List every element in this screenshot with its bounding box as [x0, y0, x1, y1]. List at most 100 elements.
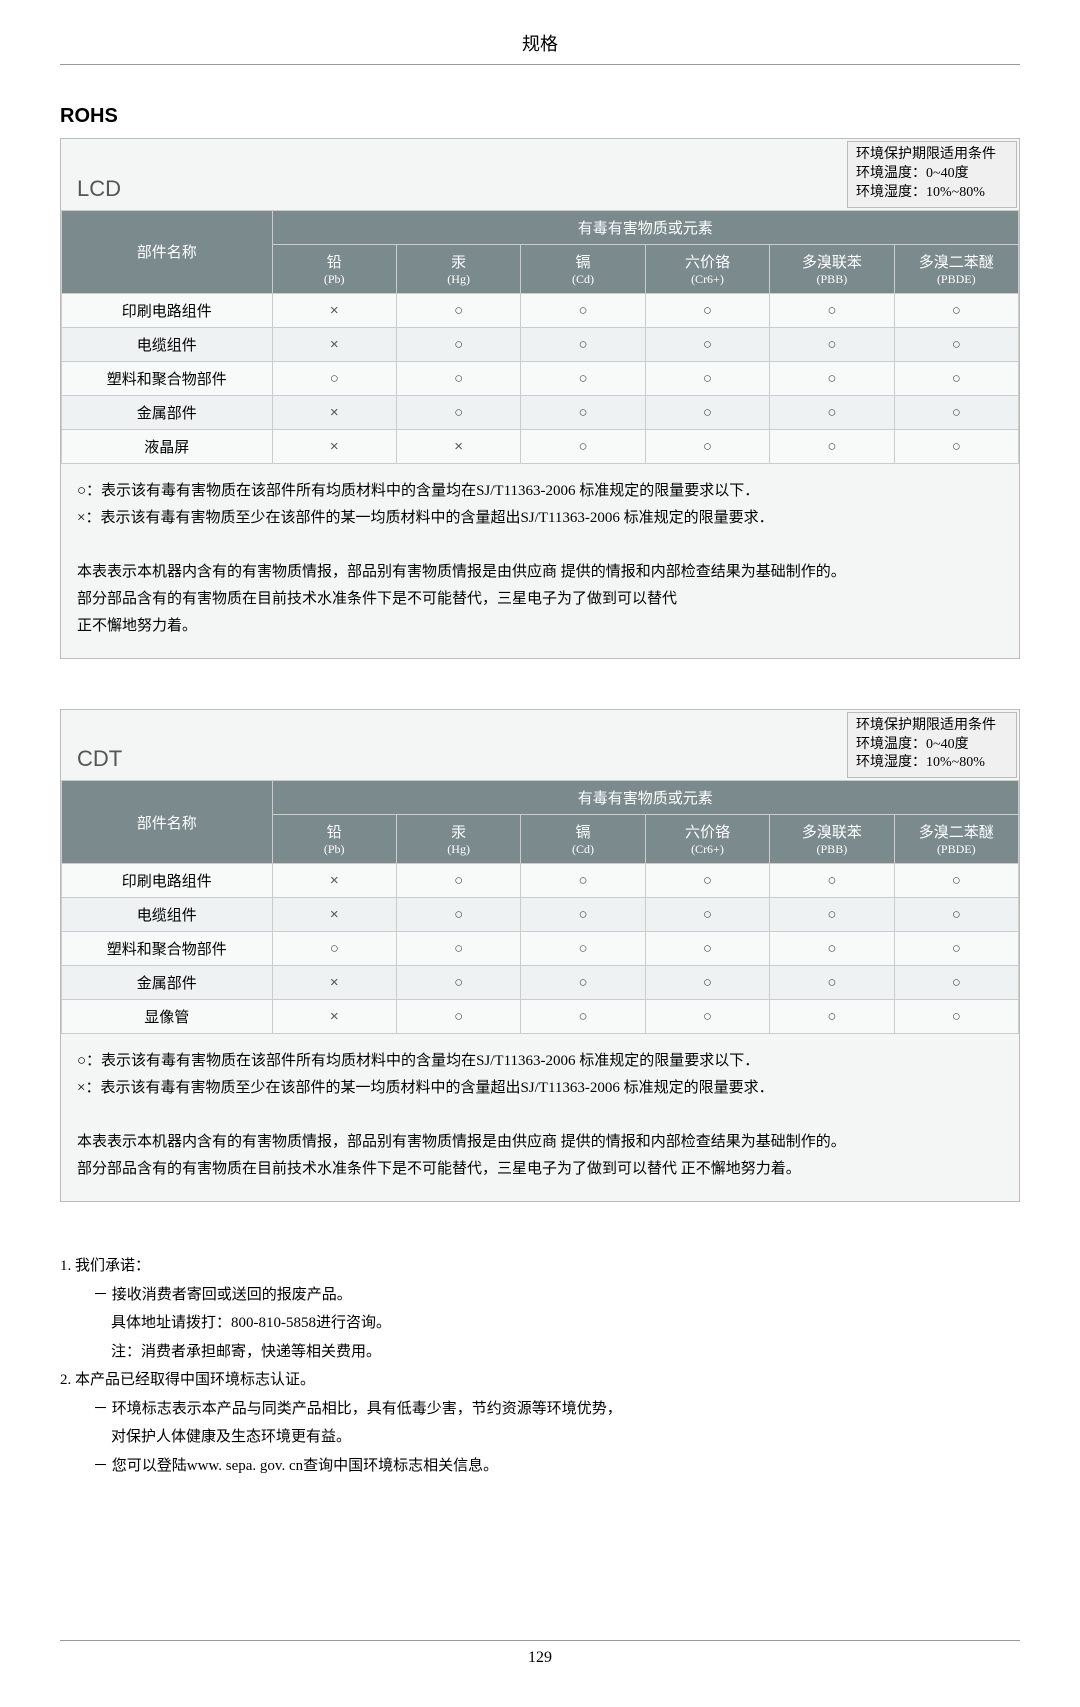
th-pbb: 多溴联苯(PBB)	[770, 815, 894, 864]
cell-pbb: ○	[770, 864, 894, 898]
th-pbde: 多溴二苯醚(PBDE)	[894, 244, 1018, 293]
lcd-label: LCD	[61, 160, 131, 210]
env-conditions-cdt: 环境保护期限适用条件 环境温度：0~40度 环境湿度：10%~80%	[847, 712, 1017, 779]
note-x: ×：表示该有毒有害物质至少在该部件的某一均质材料中的含量超出SJ/T11363-…	[77, 505, 1003, 532]
commitment-section: 1. 我们承诺： － 接收消费者寄回或送回的报废产品。 具体地址请拨打：800-…	[60, 1252, 1020, 1480]
cell-pbde: ○	[894, 395, 1018, 429]
cell-pb: ×	[272, 1000, 396, 1034]
commit-line: － 您可以登陆www. sepa. gov. cn查询中国环境标志相关信息。	[60, 1452, 1020, 1481]
cell-cd: ○	[521, 898, 645, 932]
cell-pbb: ○	[770, 327, 894, 361]
lcd-block: LCD 环境保护期限适用条件 环境温度：0~40度 环境湿度：10%~80% 部…	[60, 138, 1020, 659]
note-para: 部分部品含有的有害物质在目前技术水准条件下是不可能替代，三星电子为了做到可以替代	[77, 586, 1003, 613]
cell-cr: ○	[645, 932, 769, 966]
cell-name: 显像管	[62, 1000, 273, 1034]
env-line: 环境湿度：10%~80%	[856, 184, 1008, 203]
cell-name: 塑料和聚合物部件	[62, 361, 273, 395]
table-row: 液晶屏××○○○○	[62, 429, 1019, 463]
cell-pbde: ○	[894, 293, 1018, 327]
lcd-table: 部件名称 有毒有害物质或元素 铅(Pb) 汞(Hg) 镉(Cd) 六价铬(Cr6…	[61, 210, 1019, 464]
cell-hg: ○	[396, 864, 520, 898]
cell-cr: ○	[645, 293, 769, 327]
cell-name: 印刷电路组件	[62, 864, 273, 898]
cell-pbde: ○	[894, 327, 1018, 361]
cdt-table: 部件名称 有毒有害物质或元素 铅(Pb) 汞(Hg) 镉(Cd) 六价铬(Cr6…	[61, 780, 1019, 1034]
note-x: ×：表示该有毒有害物质至少在该部件的某一均质材料中的含量超出SJ/T11363-…	[77, 1075, 1003, 1102]
cell-pbb: ○	[770, 1000, 894, 1034]
cell-cr: ○	[645, 1000, 769, 1034]
th-part: 部件名称	[62, 781, 273, 864]
cell-cd: ○	[521, 429, 645, 463]
th-cd: 镉(Cd)	[521, 244, 645, 293]
cell-pb: ×	[272, 429, 396, 463]
note-para: 本表表示本机器内含有的有害物质情报，部品别有害物质情报是由供应商 提供的情报和内…	[77, 1129, 1003, 1156]
cell-hg: ○	[396, 293, 520, 327]
th-pb: 铅(Pb)	[272, 244, 396, 293]
rohs-heading: ROHS	[60, 105, 1020, 128]
page-number: 129	[60, 1640, 1020, 1667]
env-conditions-lcd: 环境保护期限适用条件 环境温度：0~40度 环境湿度：10%~80%	[847, 141, 1017, 208]
table-row: 金属部件×○○○○○	[62, 966, 1019, 1000]
cell-cd: ○	[521, 361, 645, 395]
cell-pbb: ○	[770, 429, 894, 463]
cell-hg: ○	[396, 932, 520, 966]
cell-cd: ○	[521, 327, 645, 361]
env-line: 环境湿度：10%~80%	[856, 754, 1008, 773]
cell-pbde: ○	[894, 898, 1018, 932]
env-line: 环境温度：0~40度	[856, 736, 1008, 755]
cell-hg: ○	[396, 395, 520, 429]
cell-pbb: ○	[770, 293, 894, 327]
cell-pbde: ○	[894, 1000, 1018, 1034]
cell-hg: ○	[396, 361, 520, 395]
page-header: 规格	[60, 30, 1020, 65]
cell-cr: ○	[645, 898, 769, 932]
cell-cr: ○	[645, 966, 769, 1000]
commit-line: 具体地址请拨打：800-810-5858进行咨询。	[60, 1309, 1020, 1338]
note-o: ○：表示该有毒有害物质在该部件所有均质材料中的含量均在SJ/T11363-200…	[77, 478, 1003, 505]
cell-cd: ○	[521, 395, 645, 429]
cell-name: 塑料和聚合物部件	[62, 932, 273, 966]
cdt-notes: ○：表示该有毒有害物质在该部件所有均质材料中的含量均在SJ/T11363-200…	[61, 1034, 1019, 1201]
th-group: 有毒有害物质或元素	[272, 781, 1018, 815]
cell-name: 液晶屏	[62, 429, 273, 463]
th-cr: 六价铬(Cr6+)	[645, 244, 769, 293]
cell-hg: ○	[396, 327, 520, 361]
th-cr: 六价铬(Cr6+)	[645, 815, 769, 864]
cell-pbb: ○	[770, 898, 894, 932]
cell-pbb: ○	[770, 395, 894, 429]
table-row: 显像管×○○○○○	[62, 1000, 1019, 1034]
table-row: 印刷电路组件×○○○○○	[62, 864, 1019, 898]
cell-hg: ○	[396, 1000, 520, 1034]
commit-line: － 接收消费者寄回或送回的报废产品。	[60, 1281, 1020, 1310]
cell-cd: ○	[521, 293, 645, 327]
cdt-block: CDT 环境保护期限适用条件 环境温度：0~40度 环境湿度：10%~80% 部…	[60, 709, 1020, 1203]
lcd-notes: ○：表示该有毒有害物质在该部件所有均质材料中的含量均在SJ/T11363-200…	[61, 464, 1019, 658]
cell-name: 印刷电路组件	[62, 293, 273, 327]
env-line: 环境温度：0~40度	[856, 165, 1008, 184]
cell-pb: ○	[272, 932, 396, 966]
note-para: 部分部品含有的有害物质在目前技术水准条件下是不可能替代，三星电子为了做到可以替代…	[77, 1156, 1003, 1183]
th-hg: 汞(Hg)	[396, 244, 520, 293]
table-row: 印刷电路组件×○○○○○	[62, 293, 1019, 327]
cell-pb: ×	[272, 327, 396, 361]
th-pb: 铅(Pb)	[272, 815, 396, 864]
commit-line: － 环境标志表示本产品与同类产品相比，具有低毒少害，节约资源等环境优势，	[60, 1395, 1020, 1424]
cell-cr: ○	[645, 327, 769, 361]
cell-hg: ○	[396, 966, 520, 1000]
cell-cd: ○	[521, 966, 645, 1000]
cell-hg: ×	[396, 429, 520, 463]
commit-line: 对保护人体健康及生态环境更有益。	[60, 1423, 1020, 1452]
cdt-label: CDT	[61, 730, 132, 780]
cell-pbde: ○	[894, 429, 1018, 463]
cell-pb: ×	[272, 966, 396, 1000]
cell-cd: ○	[521, 864, 645, 898]
th-hg: 汞(Hg)	[396, 815, 520, 864]
table-row: 电缆组件×○○○○○	[62, 898, 1019, 932]
cell-name: 金属部件	[62, 395, 273, 429]
cell-hg: ○	[396, 898, 520, 932]
cell-name: 电缆组件	[62, 898, 273, 932]
note-para: 本表表示本机器内含有的有害物质情报，部品别有害物质情报是由供应商 提供的情报和内…	[77, 559, 1003, 586]
table-row: 金属部件×○○○○○	[62, 395, 1019, 429]
cell-pbb: ○	[770, 361, 894, 395]
table-row: 电缆组件×○○○○○	[62, 327, 1019, 361]
